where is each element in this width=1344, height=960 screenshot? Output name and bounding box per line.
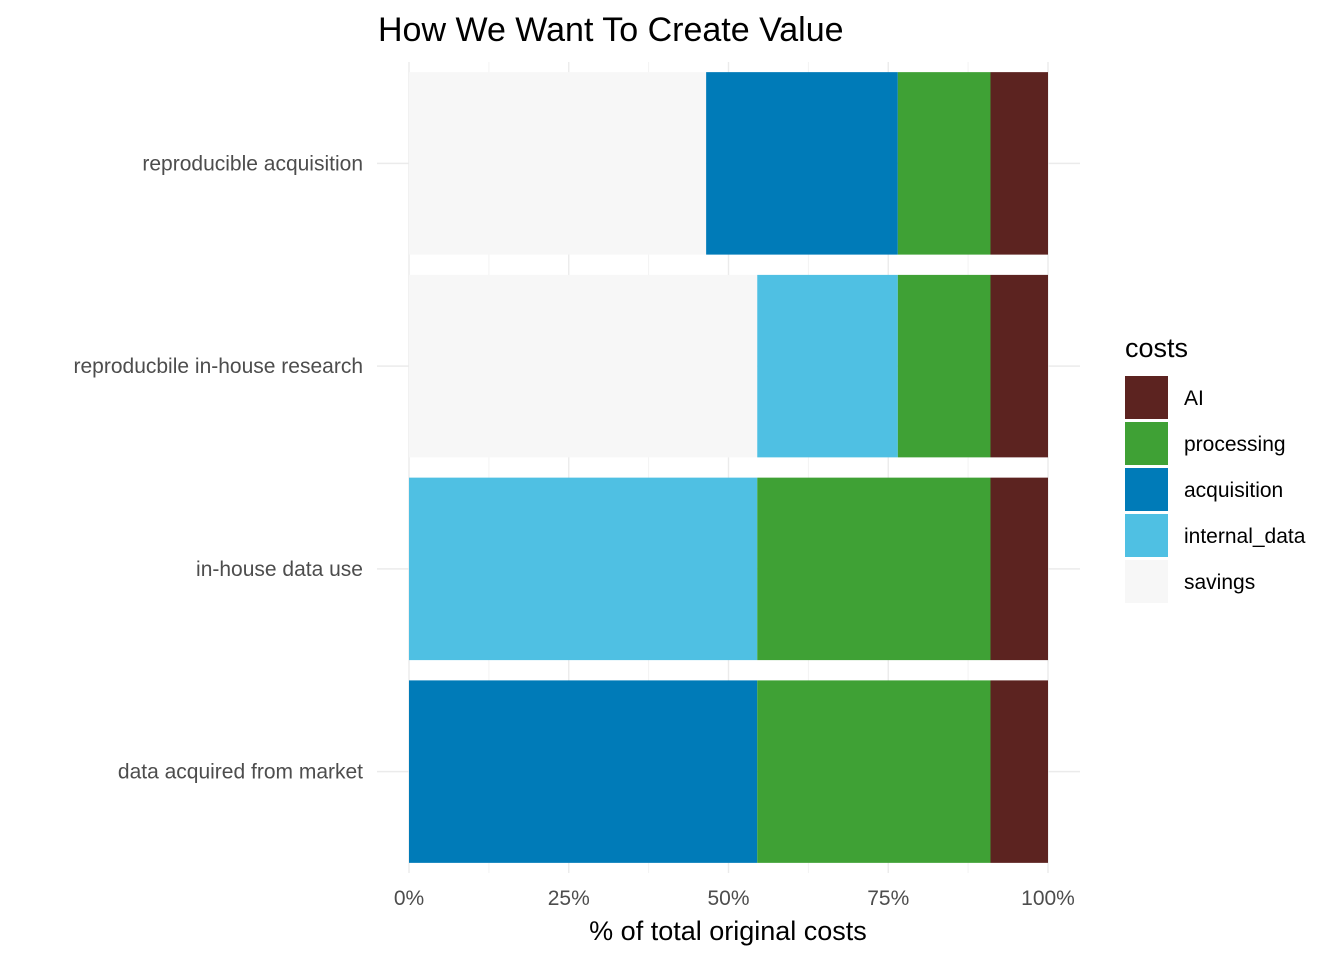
bar-AI bbox=[990, 680, 1048, 863]
x-axis-title: % of total original costs bbox=[589, 916, 867, 946]
legend-label: internal_data bbox=[1184, 525, 1306, 548]
category-label: in-house data use bbox=[196, 558, 363, 581]
x-tick-label: 100% bbox=[1021, 887, 1075, 910]
value-axis: 0% 25% 50% 75% 100% bbox=[394, 887, 1075, 910]
x-tick-label: 0% bbox=[394, 887, 424, 910]
bar-savings bbox=[409, 274, 758, 458]
legend-label: AI bbox=[1184, 387, 1204, 410]
bar-savings bbox=[409, 72, 707, 255]
legend-key-processing bbox=[1125, 422, 1168, 465]
bar-AI bbox=[990, 274, 1048, 458]
bar-acquisition bbox=[409, 680, 758, 863]
legend-title: costs bbox=[1125, 333, 1188, 363]
bar-processing bbox=[897, 274, 991, 458]
category-axis: reproducible acquisition reproducbile in-… bbox=[74, 152, 364, 783]
bar-acquisition bbox=[706, 72, 898, 255]
bar-internal-data bbox=[409, 477, 758, 661]
x-tick-label: 25% bbox=[548, 887, 590, 910]
bar-internal-data bbox=[757, 274, 898, 458]
bar-processing bbox=[757, 680, 991, 863]
x-tick-label: 50% bbox=[707, 887, 749, 910]
bar-AI bbox=[990, 72, 1048, 255]
legend-label: acquisition bbox=[1184, 479, 1283, 502]
legend-label: processing bbox=[1184, 433, 1286, 456]
bars bbox=[409, 72, 1048, 863]
category-label: reproducbile in-house research bbox=[74, 355, 364, 378]
bar-AI bbox=[990, 477, 1048, 661]
legend-key-acquisition bbox=[1125, 468, 1168, 511]
x-tick-label: 75% bbox=[867, 887, 909, 910]
chart-title: How We Want To Create Value bbox=[378, 11, 844, 49]
legend-key-internal-data bbox=[1125, 514, 1168, 557]
legend-key-savings bbox=[1125, 560, 1168, 603]
category-label: reproducible acquisition bbox=[142, 152, 363, 175]
bar-processing bbox=[757, 477, 991, 661]
legend-key-AI bbox=[1125, 376, 1168, 419]
category-label: data acquired from market bbox=[118, 761, 363, 784]
legend-label: savings bbox=[1184, 571, 1255, 594]
legend: costs AI processing acquisition internal_da… bbox=[1125, 333, 1306, 603]
bar-processing bbox=[897, 72, 991, 255]
